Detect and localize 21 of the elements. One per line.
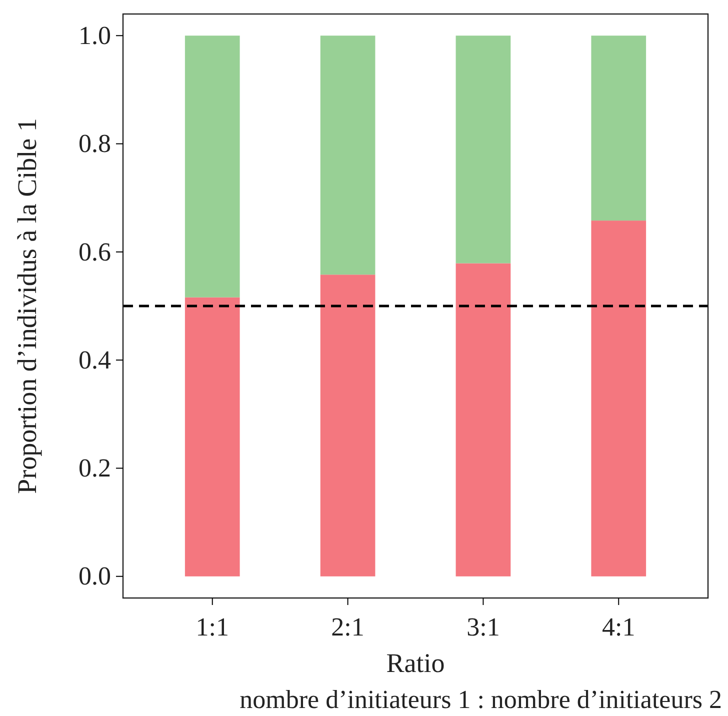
x-tick-label: 4:1 [602, 612, 636, 642]
y-tick-label: 1.0 [78, 20, 111, 50]
y-tick-label: 0.6 [78, 237, 111, 266]
x-axis-title: Ratio [386, 648, 445, 678]
bar [456, 263, 511, 576]
bar [184, 36, 240, 298]
y-tick-label: 0.4 [78, 345, 111, 374]
bar [320, 274, 376, 576]
x-tick-label: 1:1 [196, 612, 229, 642]
bar [456, 36, 511, 264]
bar [591, 220, 646, 576]
text: nombre d’initiateurs 1 : nombre d’initiateurs 2 [240, 685, 722, 714]
y-tick-label: 0.0 [78, 562, 111, 591]
bar [184, 297, 240, 576]
x-tick-label: 3:1 [466, 612, 500, 642]
bar [591, 36, 646, 221]
y-tick-label: 0.2 [78, 454, 111, 483]
x-tick-label: 2:1 [331, 612, 364, 642]
y-axis-title: Proportion d’individus à la Cible 1 [12, 118, 42, 494]
y-tick-label: 0.8 [78, 129, 111, 158]
bar [320, 36, 376, 275]
